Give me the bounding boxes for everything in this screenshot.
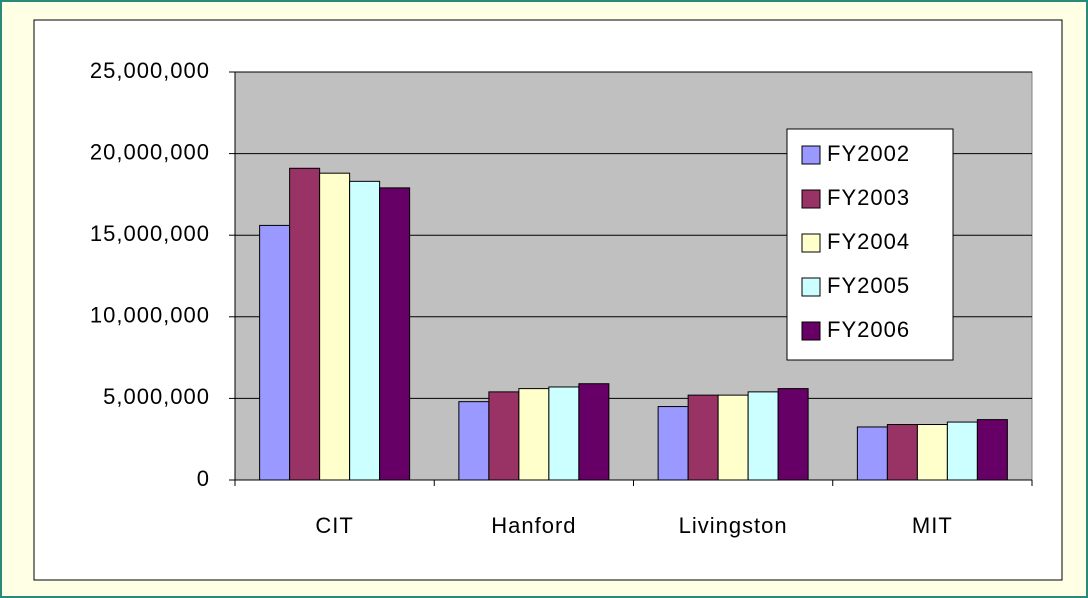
bar bbox=[856, 426, 888, 481]
legend-swatch bbox=[801, 233, 821, 253]
bar bbox=[319, 172, 351, 481]
bar bbox=[289, 167, 321, 481]
bar bbox=[747, 391, 779, 481]
y-tick-label: 15,000,000 bbox=[90, 221, 210, 246]
y-tick-label: 25,000,000 bbox=[90, 58, 210, 83]
legend-label: FY2004 bbox=[827, 229, 910, 254]
bar bbox=[946, 421, 978, 481]
x-tick-label: Livingston bbox=[679, 513, 788, 538]
bar bbox=[976, 419, 1008, 481]
bar bbox=[657, 406, 689, 481]
bar bbox=[518, 388, 550, 481]
legend-label: FY2006 bbox=[827, 317, 910, 342]
bar bbox=[458, 401, 490, 481]
bar bbox=[488, 391, 520, 481]
x-tick-label: Hanford bbox=[491, 513, 576, 538]
y-tick-label: 10,000,000 bbox=[90, 303, 210, 328]
bar bbox=[886, 424, 918, 481]
legend-label: FY2003 bbox=[827, 185, 910, 210]
x-tick-label: CIT bbox=[315, 513, 353, 538]
bar bbox=[548, 386, 580, 481]
y-tick-label: 5,000,000 bbox=[103, 384, 210, 409]
legend-swatch bbox=[801, 145, 821, 165]
y-tick-label: 20,000,000 bbox=[90, 139, 210, 164]
bar bbox=[777, 388, 809, 481]
legend-swatch bbox=[801, 277, 821, 297]
y-tick-label: 0 bbox=[197, 466, 210, 491]
bar bbox=[687, 394, 719, 481]
bar bbox=[259, 224, 291, 481]
legend-label: FY2005 bbox=[827, 273, 910, 298]
bar bbox=[379, 187, 411, 481]
legend-swatch bbox=[801, 321, 821, 341]
bar bbox=[578, 383, 610, 481]
x-tick-label: MIT bbox=[912, 513, 953, 538]
bar bbox=[916, 424, 948, 481]
legend-label: FY2002 bbox=[827, 141, 910, 166]
legend-swatch bbox=[801, 189, 821, 209]
bar bbox=[349, 180, 381, 481]
bar bbox=[717, 394, 749, 481]
